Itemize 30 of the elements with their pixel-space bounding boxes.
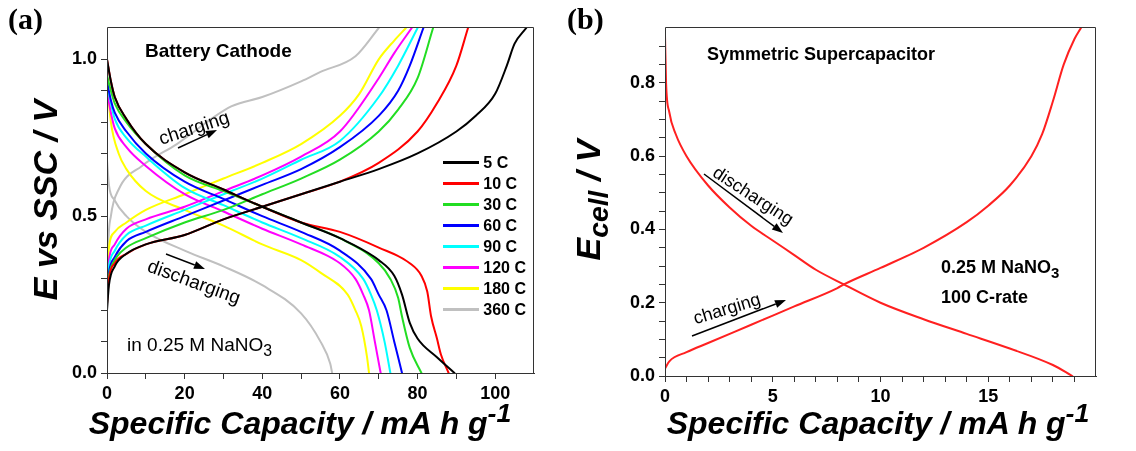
y-tick-label: 0.8	[629, 71, 655, 92]
y-tick-label: 0.5	[71, 205, 97, 226]
legend-label: 180 C	[483, 279, 526, 298]
x-tick-label: 5	[767, 385, 778, 406]
legend-label: 360 C	[483, 300, 526, 319]
y-axis-title: E vs SSC / V	[25, 99, 65, 301]
y-tick-label: 0.4	[629, 218, 655, 239]
annotation: in 0.25 M NaNO$_{3}$	[127, 334, 273, 360]
legend-label: 5 C	[483, 153, 509, 172]
x-tick-label: 0	[659, 385, 671, 406]
text: Battery Cathode	[145, 40, 292, 62]
legend-label: 30 C	[483, 195, 518, 214]
x-tick-label: 10	[870, 385, 891, 406]
text: Symmetric Supercapacitor	[707, 44, 936, 65]
y-tick-label: 0.6	[629, 145, 655, 166]
y-tick-label: 0.2	[629, 291, 655, 312]
annotation: charging	[690, 288, 764, 330]
annotation: charging	[155, 106, 233, 150]
text: (a)	[8, 2, 43, 36]
legend-label: 120 C	[483, 258, 526, 277]
y-tick-label: 0.0	[629, 364, 655, 385]
y-tick-label: 0.0	[71, 361, 97, 382]
x-tick-label: 15	[978, 385, 999, 406]
legend-label: 10 C	[483, 174, 518, 193]
annotation: 100 C-rate	[941, 287, 1029, 308]
legend-label: 90 C	[483, 237, 518, 256]
annotation: 0.25 M NaNO$_{3}$	[941, 257, 1060, 281]
legend-label: 60 C	[483, 216, 518, 235]
text: (b)	[567, 2, 604, 36]
y-tick-label: 1.0	[71, 48, 97, 69]
